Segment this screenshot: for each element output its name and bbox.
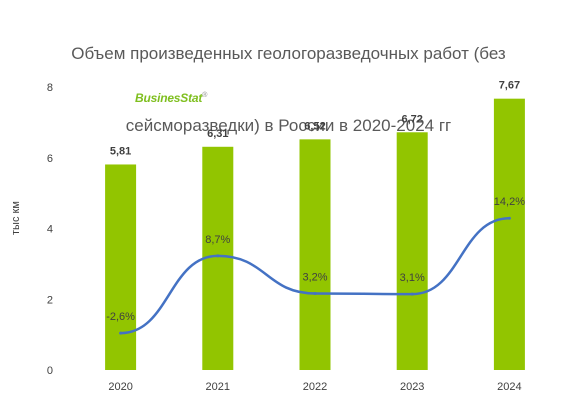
bar-series: [105, 98, 525, 370]
bar: [493, 98, 525, 370]
growth-value-labels: -2,6% 8,7% 3,2% 3,1% 14,2%: [106, 196, 525, 323]
x-tick-label: 2021: [206, 381, 230, 393]
growth-point: [119, 331, 123, 335]
growth-point: [410, 292, 414, 296]
y-tick-label: 8: [47, 82, 53, 94]
bar: [105, 164, 137, 370]
x-tick-label: 2024: [497, 381, 521, 393]
brand-name: BusinesStat: [135, 91, 203, 105]
bar-value-labels: 5,81 6,31 6,52 6,72 7,67: [110, 80, 520, 158]
growth-line-series: [119, 216, 511, 335]
y-axis-ticks: 0 2 4 6 8: [47, 82, 53, 377]
y-tick-label: 4: [47, 224, 53, 236]
y-tick-label: 2: [47, 294, 53, 306]
bar-value-label: 6,31: [207, 128, 228, 140]
bar-value-label: 6,72: [401, 113, 422, 125]
x-axis-ticks: 2020 2021 2022 2023 2024: [108, 381, 521, 393]
chart-title-line-2: сейсморазведки) в России в 2020-2024 гг: [125, 116, 452, 135]
bar: [396, 132, 428, 370]
growth-point: [313, 291, 317, 295]
x-tick-label: 2022: [303, 381, 327, 393]
growth-value-label: 3,2%: [302, 271, 327, 283]
chart-title: Объем произведенных геологоразведочных р…: [0, 18, 577, 138]
growth-point: [507, 216, 511, 220]
x-tick-label: 2023: [400, 381, 424, 393]
chart-title-line-1: Объем произведенных геологоразведочных р…: [71, 44, 506, 63]
bar: [299, 139, 331, 370]
y-tick-label: 6: [47, 153, 53, 165]
growth-point: [216, 254, 220, 258]
bar-value-label: 7,67: [499, 80, 520, 92]
growth-value-label: 8,7%: [205, 234, 230, 246]
brand-registered-mark: ®: [202, 92, 208, 99]
x-tick-label: 2020: [108, 381, 132, 393]
growth-value-label: 3,1%: [400, 272, 425, 284]
y-tick-label: 0: [47, 365, 53, 377]
growth-value-label: 14,2%: [494, 196, 525, 208]
bar-value-label: 6,52: [304, 120, 325, 132]
brand-logo: BusinesStat®: [135, 91, 207, 105]
growth-value-label: -2,6%: [106, 311, 135, 323]
bar-value-label: 5,81: [110, 145, 131, 157]
